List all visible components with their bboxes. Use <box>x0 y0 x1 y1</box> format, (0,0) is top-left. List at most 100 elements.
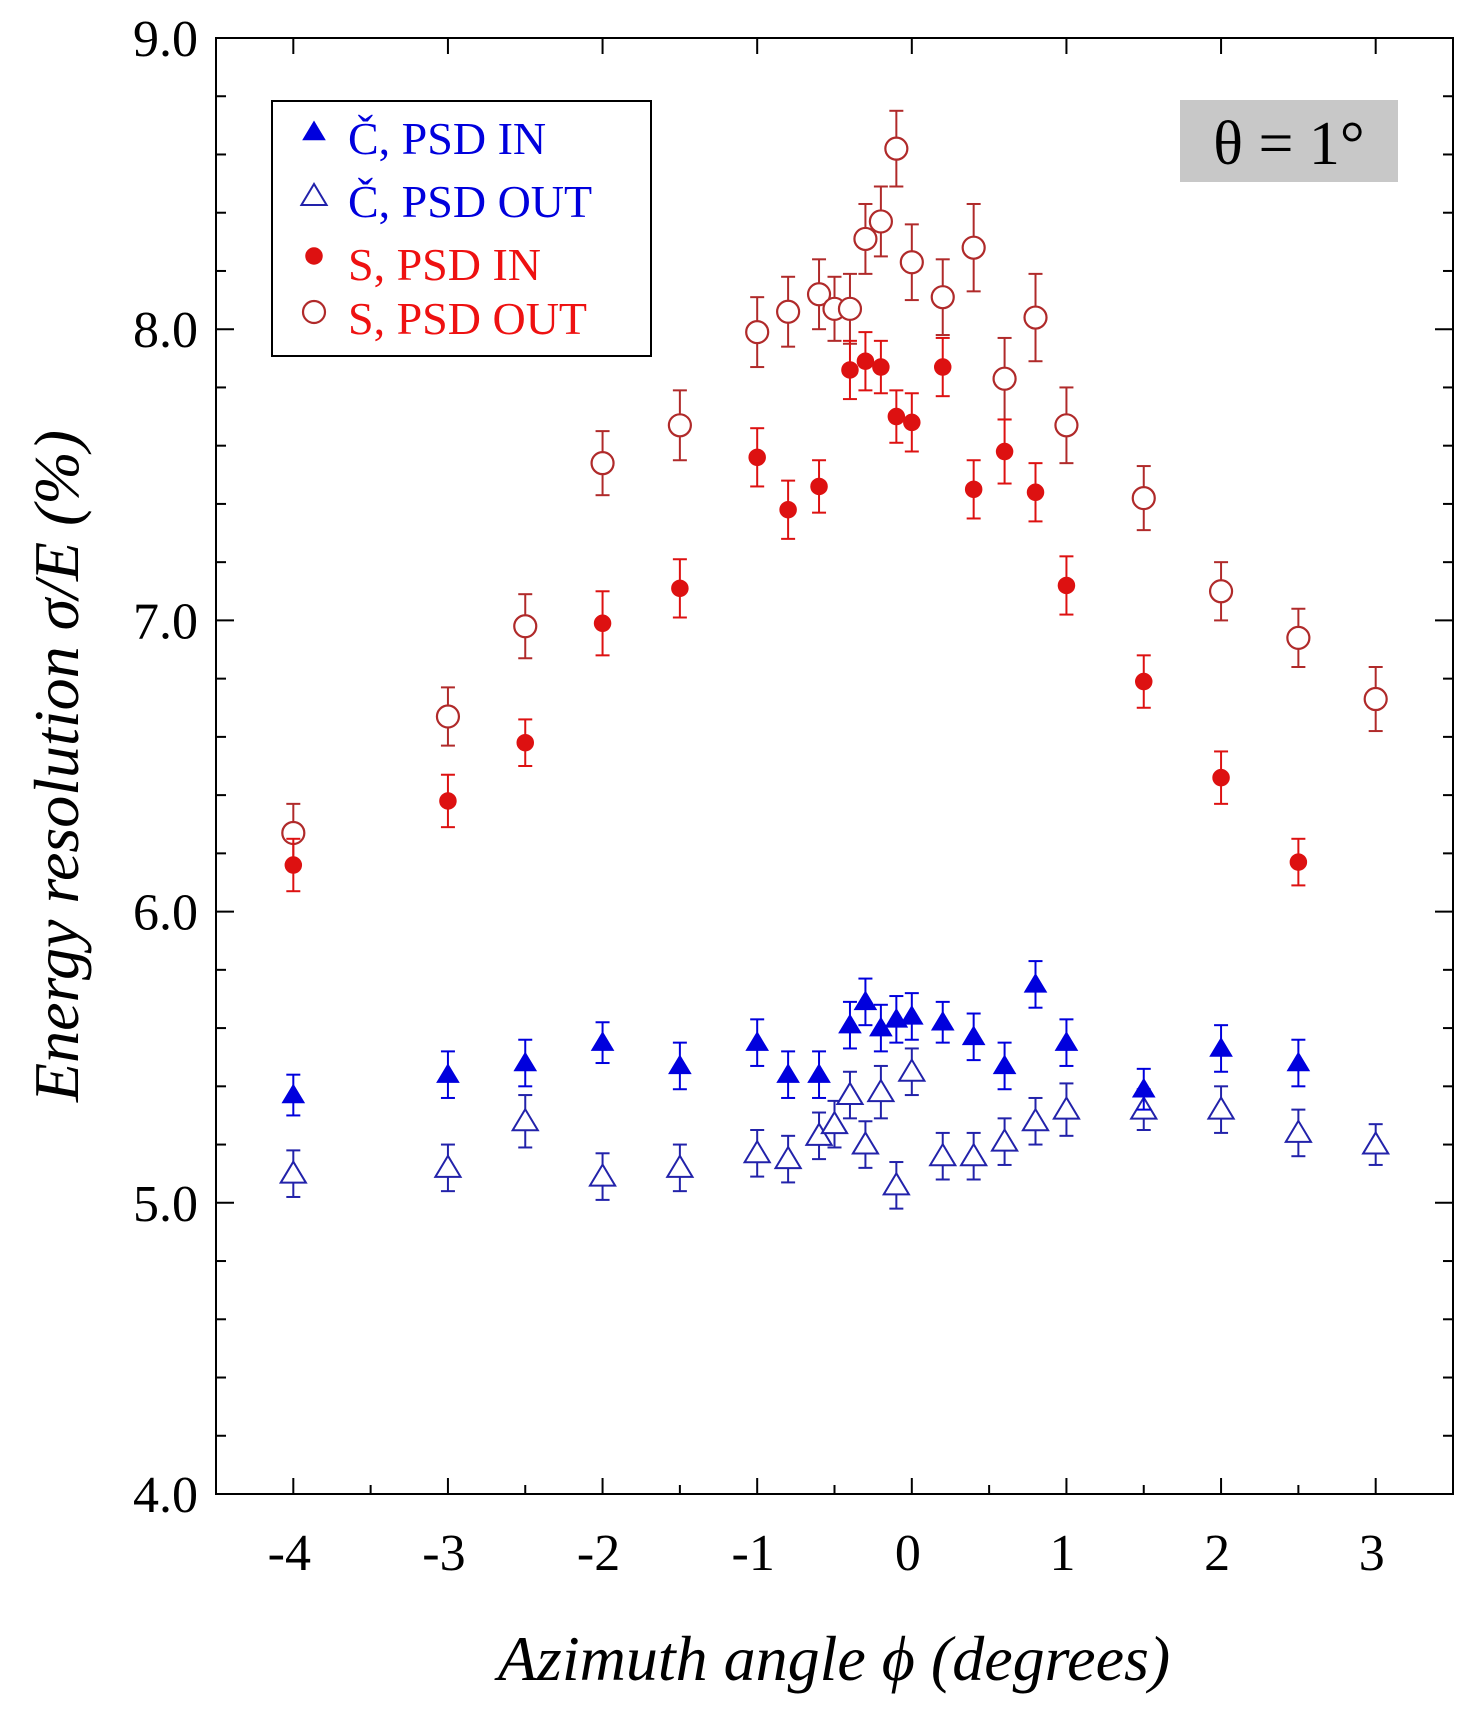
axis-tick-labels: -4 -3 -2 -1 0 1 2 3 4.0 5.0 6.0 7.0 8.0 9.0 <box>133 11 1385 1582</box>
data-point <box>281 1083 306 1104</box>
y-tick-label: 4.0 <box>133 1467 198 1524</box>
data-point <box>748 448 766 467</box>
data-point <box>928 1142 958 1167</box>
y-tick-label: 6.0 <box>133 885 198 942</box>
data-point <box>837 296 863 321</box>
data-point <box>513 614 538 639</box>
data-point <box>1021 1107 1050 1132</box>
data-point <box>1212 768 1230 787</box>
legend-marker <box>305 247 323 265</box>
data-point <box>1054 413 1079 438</box>
data-point <box>990 1127 1019 1152</box>
legend-label-c-psd-in: Č, PSD IN <box>348 113 546 164</box>
data-point <box>284 856 303 874</box>
data-point <box>776 299 801 324</box>
legend-label-c-psd-out: Č, PSD OUT <box>348 176 592 227</box>
data-point <box>930 1010 955 1031</box>
data-point <box>810 477 828 496</box>
data-point <box>820 1110 849 1135</box>
data-point <box>866 1078 896 1103</box>
data-point <box>841 361 859 379</box>
data-point <box>897 1057 927 1082</box>
data-point <box>667 413 692 438</box>
data-point <box>1289 853 1308 871</box>
data-point <box>776 1063 800 1083</box>
data-point <box>1286 625 1311 650</box>
data-point <box>590 451 615 476</box>
legend: Č, PSD IN Č, PSD OUT S, PSD IN S, PSD OU… <box>271 100 652 357</box>
data-point <box>671 579 689 598</box>
data-marks <box>278 109 1391 1210</box>
data-point <box>435 704 461 729</box>
data-point <box>1135 672 1153 691</box>
data-point <box>992 1054 1017 1075</box>
series-circle-filled <box>284 331 1308 893</box>
data-point <box>881 1171 911 1196</box>
legend-markers <box>299 120 329 325</box>
data-point <box>807 1063 831 1083</box>
data-point <box>961 1025 986 1046</box>
data-point <box>1363 686 1388 712</box>
data-point <box>868 209 893 234</box>
data-point <box>992 366 1017 391</box>
legend-marker <box>299 182 329 206</box>
data-point <box>930 285 955 310</box>
data-point <box>853 226 878 252</box>
data-point <box>806 282 832 307</box>
data-point <box>590 1031 615 1051</box>
y-tick-label: 8.0 <box>133 302 198 359</box>
data-point <box>1023 972 1048 993</box>
data-point <box>668 1054 692 1075</box>
data-point <box>773 1145 803 1170</box>
data-point <box>851 1130 880 1155</box>
x-tick-label: -4 <box>268 1525 311 1582</box>
data-point <box>835 1081 865 1106</box>
x-tick-label: 3 <box>1359 1525 1385 1582</box>
data-point <box>436 1063 460 1083</box>
data-point <box>665 1153 695 1178</box>
data-point <box>510 1107 540 1132</box>
legend-label-s-psd-in: S, PSD IN <box>348 239 541 290</box>
data-point <box>1286 1051 1311 1072</box>
x-axis-title: Azimuth angle ϕ (degrees) <box>494 1623 1170 1694</box>
x-tick-label: 0 <box>895 1525 921 1582</box>
data-point <box>838 1013 862 1034</box>
data-point <box>745 320 770 345</box>
x-tick-label: -3 <box>422 1525 465 1582</box>
data-point <box>745 1031 770 1051</box>
legend-label-s-psd-out: S, PSD OUT <box>348 293 587 344</box>
y-tick-label: 5.0 <box>133 1176 198 1233</box>
data-point <box>1361 1130 1391 1155</box>
legend-box <box>271 100 652 357</box>
series-triangle-filled <box>281 960 1311 1117</box>
data-point <box>779 500 797 519</box>
x-tick-label: 2 <box>1204 1525 1230 1582</box>
y-axis-title: Energy resolution σ/E (%) <box>21 430 92 1103</box>
data-point <box>1026 483 1045 502</box>
data-point <box>856 352 875 370</box>
data-point <box>804 1121 834 1146</box>
data-point <box>903 413 921 432</box>
data-point <box>439 792 457 810</box>
data-point <box>513 1051 538 1072</box>
y-tick-label: 7.0 <box>133 593 198 650</box>
data-point <box>887 407 906 426</box>
data-point <box>959 1142 989 1167</box>
data-point <box>1052 1095 1081 1120</box>
data-point <box>961 235 986 260</box>
data-point <box>995 442 1014 461</box>
data-point <box>1054 1031 1079 1051</box>
data-point <box>593 614 612 633</box>
data-point <box>853 990 878 1011</box>
data-point <box>933 358 952 376</box>
x-tick-label: 1 <box>1049 1525 1075 1582</box>
data-point <box>1131 485 1156 511</box>
y-tick-label: 9.0 <box>133 11 198 68</box>
data-point <box>884 136 909 161</box>
data-point <box>1209 1037 1233 1057</box>
data-point <box>1057 576 1076 595</box>
theta-annotation: θ = 1° <box>1180 100 1398 182</box>
data-point <box>899 1004 924 1025</box>
data-point <box>278 1159 308 1184</box>
